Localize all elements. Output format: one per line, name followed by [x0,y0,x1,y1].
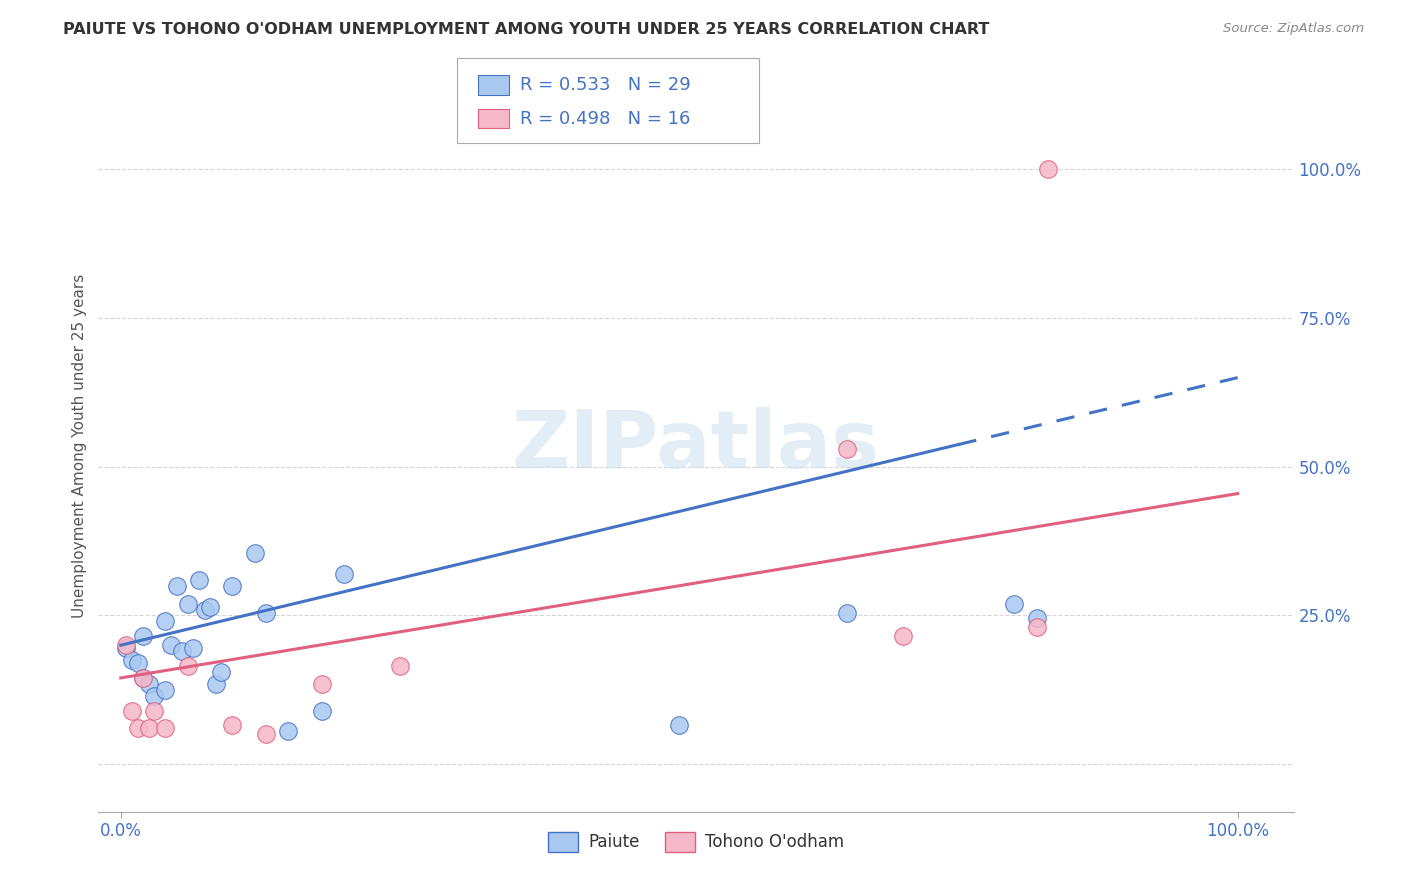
Paiute [166,579,188,593]
Paiute [183,641,205,656]
Tohono O'odham [127,722,149,736]
Tohono O'odham [311,677,333,691]
Tohono O'odham [254,727,277,741]
Paiute [1002,597,1025,611]
Paiute [668,718,690,732]
Text: PAIUTE VS TOHONO O'ODHAM UNEMPLOYMENT AMONG YOUTH UNDER 25 YEARS CORRELATION CHA: PAIUTE VS TOHONO O'ODHAM UNEMPLOYMENT AM… [63,22,990,37]
Paiute [138,677,160,691]
Paiute [121,653,143,667]
Tohono O'odham [1036,162,1059,177]
Paiute [1025,611,1047,625]
Paiute [277,724,299,739]
Tohono O'odham [121,704,143,718]
Paiute [132,671,155,685]
Tohono O'odham [143,704,166,718]
Tohono O'odham [1025,620,1047,634]
Paiute [204,677,226,691]
Tohono O'odham [388,659,411,673]
Text: R = 0.533   N = 29: R = 0.533 N = 29 [520,76,690,94]
Paiute [115,641,138,656]
Paiute [198,599,221,614]
Paiute [187,573,209,587]
Tohono O'odham [221,718,243,732]
Text: ZIPatlas: ZIPatlas [512,407,880,485]
Paiute [243,546,266,560]
Tohono O'odham [115,638,138,652]
Paiute [127,656,149,670]
Paiute [160,638,183,652]
Paiute [193,602,215,616]
Text: Source: ZipAtlas.com: Source: ZipAtlas.com [1223,22,1364,36]
Paiute [143,689,166,703]
Tohono O'odham [155,722,177,736]
Legend: Paiute, Tohono O'odham: Paiute, Tohono O'odham [541,826,851,858]
Tohono O'odham [138,722,160,736]
Paiute [333,566,356,581]
Tohono O'odham [835,442,858,456]
Paiute [221,579,243,593]
Paiute [155,615,177,629]
Paiute [172,644,194,658]
Paiute [209,665,232,679]
Paiute [835,606,858,620]
Paiute [132,629,155,643]
Y-axis label: Unemployment Among Youth under 25 years: Unemployment Among Youth under 25 years [72,274,87,618]
Tohono O'odham [177,659,200,673]
Tohono O'odham [891,629,914,643]
Paiute [311,704,333,718]
Tohono O'odham [132,671,155,685]
Text: R = 0.498   N = 16: R = 0.498 N = 16 [520,110,690,128]
Paiute [177,597,200,611]
Paiute [254,606,277,620]
Paiute [155,682,177,697]
